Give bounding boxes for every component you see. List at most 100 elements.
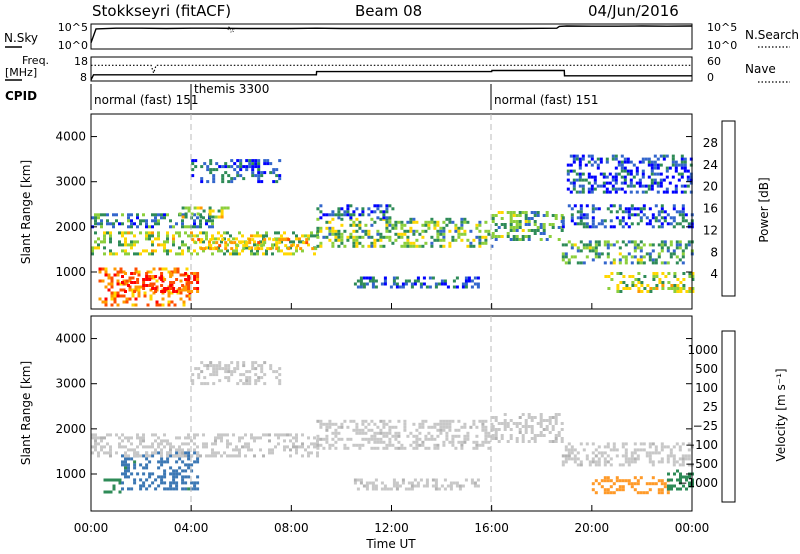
velocity-cell-3 [418,443,422,447]
velocity-cell-6 [624,451,628,455]
power-cell-8 [367,213,371,217]
power-cell-3 [284,244,288,248]
velocity-cell-8 [670,478,673,482]
power-cell-2 [202,231,205,235]
velocity-colorbar-tick-label: 100 [695,381,718,395]
power-cell-14 [587,160,591,164]
velocity-cell-2 [91,445,94,449]
power-cell-13 [625,287,629,290]
velocity-cell-5 [560,422,564,425]
power-cell-10 [518,226,522,229]
power-cell-11 [651,249,655,253]
power-cell-6 [263,159,267,163]
velocity-cell-3 [445,425,449,429]
power-cell-9 [359,279,363,283]
velocity-cell-9 [221,367,225,371]
power-cell-5 [217,209,221,213]
power-cell-11 [624,258,628,262]
power-cell-4 [193,225,196,229]
power-cell-14 [620,175,624,179]
power-cell-9 [374,279,378,283]
power-cell-9 [455,285,459,289]
power-cell-6 [257,165,261,169]
power-cell-2 [124,243,127,247]
velocity-cell-2 [193,433,196,437]
power-cell-10 [548,223,552,226]
power-cell-13 [664,275,668,278]
power-cell-9 [416,279,420,283]
velocity-cell-2 [265,433,268,437]
velocity-cell-3 [373,422,377,426]
velocity-cell-9 [278,379,282,383]
velocity-cell-2 [268,451,271,455]
power-cell-2 [292,240,295,244]
velocity-cell-1 [133,463,137,467]
power-cell-2 [160,243,163,247]
velocity-cell-3 [484,419,488,423]
velocity-cell-5 [536,422,540,425]
velocity-cell-1 [145,463,149,467]
power-cell-10 [515,223,519,226]
power-cell-2 [283,252,286,256]
velocity-cell-9 [260,370,264,374]
velocity-cell-5 [560,428,564,431]
power-cell-14 [572,181,576,185]
power-cell-10 [545,214,549,217]
power-cell-9 [362,285,366,289]
power-cell-13 [667,287,671,290]
velocity-cell-6 [675,460,679,464]
power-cell-7 [430,244,434,248]
power-cell-14 [587,172,591,176]
power-cell-7 [412,244,416,248]
velocity-cell-5 [506,425,510,428]
velocity-ytick-label: 1000 [55,467,86,481]
power-cell-0 [167,303,171,307]
power-cell-9 [353,282,357,286]
power-cell-14 [596,163,600,167]
velocity-cell-3 [403,446,407,450]
velocity-cell-3 [325,425,329,429]
power-cell-9 [422,276,426,280]
velocity-cell-1 [121,454,124,458]
velocity-cell-2 [133,454,136,458]
power-cell-5 [181,215,185,219]
velocity-cell-4 [410,481,414,485]
power-cell-14 [569,154,573,158]
power-cell-3 [224,247,228,251]
power-cell-12 [579,204,583,208]
power-cell-9 [359,282,363,286]
power-cell-2 [154,237,157,241]
velocity-cell-3 [394,431,398,435]
velocity-cell-6 [597,460,601,464]
power-cell-1 [169,281,173,284]
velocity-cell-1 [145,478,149,482]
power-cell-14 [653,154,657,158]
velocity-cell-2 [220,436,223,440]
power-cell-6 [200,177,204,181]
velocity-ytick-label: 3000 [55,377,86,391]
velocity-cell-1 [175,481,179,485]
power-cell-14 [578,190,582,194]
power-cell-14 [581,187,585,191]
velocity-cell-3 [463,434,467,438]
power-cell-11 [675,255,679,259]
power-cell-4 [100,225,103,229]
power-cell-14 [683,160,687,164]
velocity-cell-1 [145,487,149,491]
velocity-cell-9 [206,382,210,386]
power-cell-14 [650,160,654,164]
power-cell-7 [415,229,419,233]
power-cell-13 [631,275,635,278]
velocity-cell-1 [190,469,194,473]
velocity-cell-2 [94,433,97,437]
power-cell-4 [154,216,157,220]
power-cell-4 [196,225,199,229]
power-cell-11 [621,240,625,244]
power-cell-6 [239,162,243,166]
power-cell-14 [641,184,645,188]
velocity-cell-2 [301,454,304,458]
power-cell-5 [193,206,197,210]
velocity-cell-2 [166,439,169,443]
power-ytick-label: 1000 [55,265,86,279]
power-cell-13 [658,278,662,281]
